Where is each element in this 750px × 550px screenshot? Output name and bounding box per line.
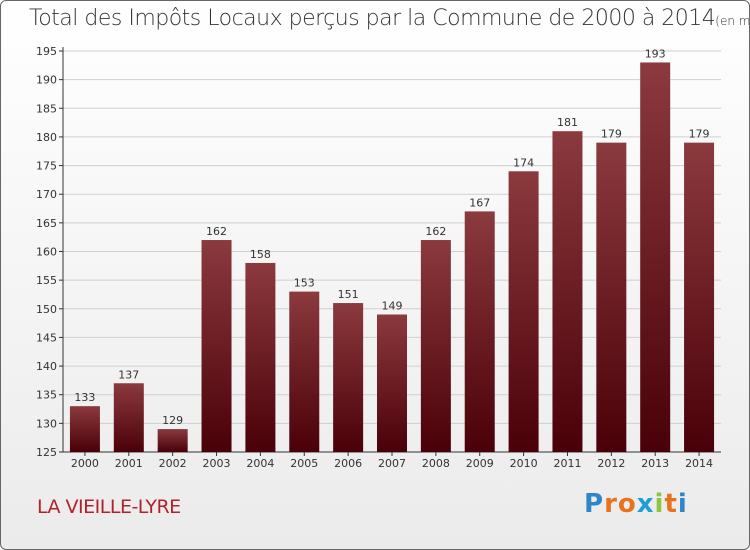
x-tick-label: 2010 bbox=[510, 457, 538, 470]
commune-name: LA VIEILLE-LYRE bbox=[37, 496, 181, 518]
x-tick-label: 2000 bbox=[71, 457, 99, 470]
bar bbox=[464, 211, 495, 452]
data-label: 181 bbox=[557, 116, 578, 129]
y-tick-label: 140 bbox=[36, 360, 57, 373]
logo-letter: P bbox=[584, 489, 605, 519]
data-label: 129 bbox=[162, 414, 183, 427]
bar bbox=[552, 131, 583, 452]
y-tick-label: 190 bbox=[36, 74, 57, 87]
x-tick-label: 2007 bbox=[378, 457, 406, 470]
y-tick-label: 180 bbox=[36, 131, 57, 144]
x-tick-label: 2008 bbox=[422, 457, 450, 470]
chart-title: Total des Impôts Locaux perçus par la Co… bbox=[29, 6, 750, 31]
bar bbox=[333, 303, 364, 452]
logo-letter: t bbox=[664, 489, 678, 519]
x-tick-label: 2006 bbox=[334, 457, 362, 470]
data-label: 137 bbox=[118, 368, 139, 381]
logo-letter: r bbox=[604, 489, 618, 519]
y-tick-label: 160 bbox=[36, 246, 57, 259]
bar bbox=[69, 406, 100, 452]
bar bbox=[157, 429, 188, 452]
y-tick-label: 165 bbox=[36, 217, 57, 230]
x-tick-label: 2003 bbox=[203, 457, 231, 470]
x-tick-label: 2013 bbox=[641, 457, 669, 470]
logo-letter: i bbox=[677, 489, 688, 519]
bar bbox=[420, 240, 451, 452]
logo-letter: i bbox=[654, 489, 665, 519]
data-label: 179 bbox=[601, 128, 622, 141]
bar bbox=[377, 314, 407, 452]
bar bbox=[289, 291, 320, 452]
x-tick-label: 2004 bbox=[246, 457, 274, 470]
logo-letter: o bbox=[617, 489, 637, 519]
y-tick-label: 175 bbox=[36, 160, 57, 173]
y-tick-label: 150 bbox=[36, 303, 57, 316]
data-label: 174 bbox=[513, 156, 534, 169]
data-label: 162 bbox=[425, 225, 446, 238]
bar bbox=[640, 62, 671, 452]
data-label: 133 bbox=[74, 391, 95, 404]
data-label: 151 bbox=[338, 288, 359, 301]
labels: 125 130 135 140 145 150 155 160 165 170 175 180 185 1… bbox=[36, 45, 713, 470]
x-tick-label: 2005 bbox=[290, 457, 318, 470]
y-tick-label: 185 bbox=[36, 102, 57, 115]
data-label: 167 bbox=[469, 196, 490, 209]
y-tick-label: 125 bbox=[36, 446, 57, 459]
x-tick-label: 2012 bbox=[597, 457, 625, 470]
y-tick-label: 195 bbox=[36, 45, 57, 58]
x-tick-label: 2002 bbox=[159, 457, 187, 470]
y-tick-label: 145 bbox=[36, 331, 57, 344]
chart-title-main: Total des Impôts Locaux perçus par la Co… bbox=[29, 6, 716, 31]
x-tick-label: 2001 bbox=[115, 457, 143, 470]
x-tick-label: 2014 bbox=[685, 457, 713, 470]
bars bbox=[69, 62, 715, 453]
bar bbox=[508, 171, 539, 453]
y-tick-label: 130 bbox=[36, 417, 57, 430]
data-label: 149 bbox=[382, 300, 403, 313]
bar bbox=[201, 240, 232, 452]
x-tick-label: 2011 bbox=[553, 457, 581, 470]
bar bbox=[596, 142, 627, 452]
bar bbox=[113, 383, 144, 452]
data-label: 162 bbox=[206, 225, 227, 238]
data-label: 193 bbox=[645, 47, 666, 60]
chart-title-unit: (en milliers d'€) bbox=[715, 14, 750, 28]
y-tick-label: 135 bbox=[36, 389, 57, 402]
data-label: 153 bbox=[294, 277, 315, 290]
bar bbox=[245, 262, 276, 452]
bar bbox=[684, 142, 715, 452]
y-tick-label: 170 bbox=[36, 188, 57, 201]
x-tick-label: 2009 bbox=[466, 457, 494, 470]
data-label: 179 bbox=[689, 128, 710, 141]
proxiti-logo: Proxiti bbox=[584, 489, 688, 519]
logo-letter: x bbox=[636, 489, 655, 519]
y-tick-label: 155 bbox=[36, 274, 57, 287]
data-label: 158 bbox=[250, 248, 271, 261]
